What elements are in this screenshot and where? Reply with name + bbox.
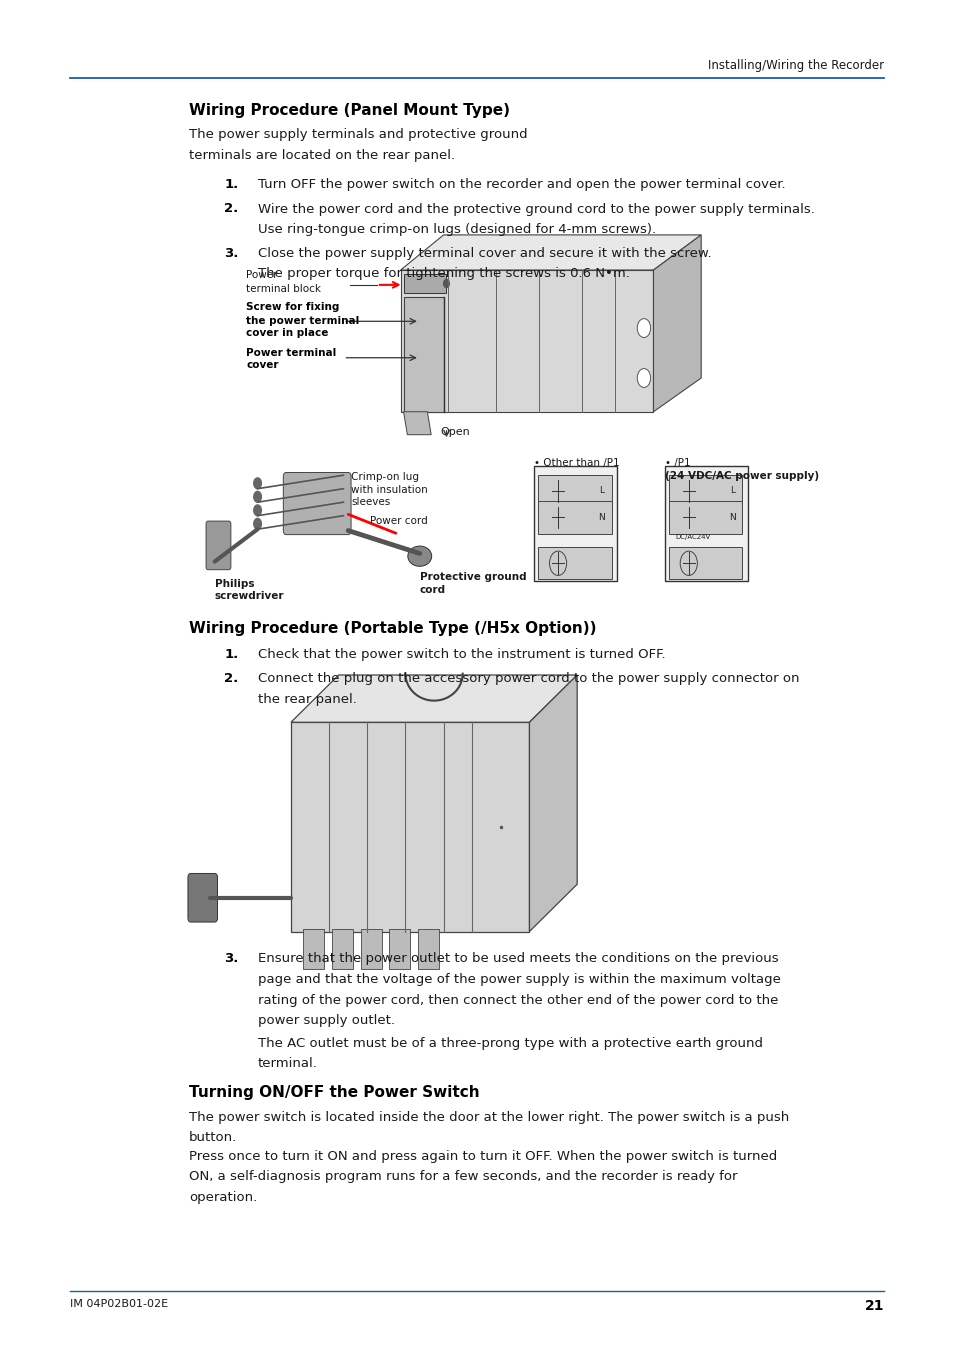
Bar [403,274,446,293]
Text: Wiring Procedure (Portable Type (/H5x Option)): Wiring Procedure (Portable Type (/H5x Op… [189,621,596,636]
Text: Protective ground: Protective ground [419,572,526,582]
Text: The power supply terminals and protective ground: The power supply terminals and protectiv… [189,128,527,142]
FancyBboxPatch shape [206,521,231,570]
Text: terminal block: terminal block [246,284,321,293]
FancyBboxPatch shape [188,873,217,922]
Polygon shape [400,235,700,270]
Text: DC/AC24V: DC/AC24V [674,533,709,540]
Text: screwdriver: screwdriver [214,591,284,601]
Text: 1.: 1. [224,178,238,192]
Polygon shape [291,722,529,931]
Text: cord: cord [419,585,445,594]
Text: 21: 21 [864,1299,883,1312]
Text: Crimp-on lug: Crimp-on lug [351,472,418,482]
FancyBboxPatch shape [537,501,611,533]
FancyBboxPatch shape [668,475,741,508]
Bar [389,929,410,969]
Polygon shape [529,675,577,932]
Text: Check that the power switch to the instrument is turned OFF.: Check that the power switch to the instr… [257,648,664,662]
FancyBboxPatch shape [283,472,351,535]
Text: Connect the plug on the accessory power cord to the power supply connector on: Connect the plug on the accessory power … [257,672,799,686]
Text: The power switch is located inside the door at the lower right. The power switch: The power switch is located inside the d… [189,1111,788,1125]
Text: cover in place: cover in place [246,328,328,338]
Text: L: L [729,486,735,495]
Circle shape [443,279,449,288]
Text: The AC outlet must be of a three-prong type with a protective earth ground: The AC outlet must be of a three-prong t… [257,1037,761,1050]
Text: operation.: operation. [189,1191,257,1204]
Text: 3.: 3. [224,247,238,261]
Bar [664,466,747,580]
Text: the power terminal: the power terminal [246,316,359,325]
Text: power supply outlet.: power supply outlet. [257,1014,395,1027]
Text: Wiring Procedure (Panel Mount Type): Wiring Procedure (Panel Mount Type) [189,103,509,117]
Text: 2.: 2. [224,672,238,686]
FancyBboxPatch shape [668,547,741,579]
Bar [360,929,381,969]
Text: rating of the power cord, then connect the other end of the power cord to the: rating of the power cord, then connect t… [257,994,777,1007]
FancyBboxPatch shape [537,547,611,579]
Polygon shape [403,412,431,435]
Text: Philips: Philips [214,579,253,589]
Polygon shape [291,675,577,722]
Text: Wire the power cord and the protective ground cord to the power supply terminals: Wire the power cord and the protective g… [257,202,814,216]
Bar [332,929,353,969]
Bar [303,929,324,969]
Text: button.: button. [189,1131,237,1145]
Text: terminal.: terminal. [257,1057,317,1071]
Text: (24 VDC/AC power supply): (24 VDC/AC power supply) [664,471,819,481]
Text: Use ring-tongue crimp-on lugs (designed for 4-mm screws).: Use ring-tongue crimp-on lugs (designed … [257,223,655,236]
Text: Turning ON/OFF the Power Switch: Turning ON/OFF the Power Switch [189,1085,479,1100]
Text: sleeves: sleeves [351,497,390,506]
Polygon shape [653,235,700,412]
Circle shape [549,551,566,575]
Ellipse shape [407,547,431,567]
Polygon shape [403,297,443,412]
Text: Installing/Wiring the Recorder: Installing/Wiring the Recorder [707,59,883,72]
Circle shape [637,319,650,338]
Text: N: N [728,513,736,522]
Text: Power terminal: Power terminal [246,348,336,358]
Text: The proper torque for tightening the screws is 0.6 N•m.: The proper torque for tightening the scr… [257,267,629,281]
Circle shape [637,369,650,387]
Text: with insulation: with insulation [351,485,427,494]
Text: ON, a self-diagnosis program runs for a few seconds, and the recorder is ready f: ON, a self-diagnosis program runs for a … [189,1170,737,1184]
Circle shape [253,518,261,529]
Text: Ensure that the power outlet to be used meets the conditions on the previous: Ensure that the power outlet to be used … [257,952,778,965]
Text: Press once to turn it ON and press again to turn it OFF. When the power switch i: Press once to turn it ON and press again… [189,1150,777,1164]
Text: Open: Open [440,427,470,436]
Text: cover: cover [246,360,278,370]
Text: the rear panel.: the rear panel. [257,693,356,706]
Text: 2.: 2. [224,202,238,216]
Text: Power: Power [246,270,277,279]
Text: page and that the voltage of the power supply is within the maximum voltage: page and that the voltage of the power s… [257,973,780,987]
FancyBboxPatch shape [537,475,611,508]
Text: Power cord: Power cord [370,516,428,525]
Text: Screw for fixing: Screw for fixing [246,302,339,312]
Text: • /P1: • /P1 [664,458,690,467]
Text: IM 04P02B01-02E: IM 04P02B01-02E [70,1299,168,1308]
FancyBboxPatch shape [668,501,741,533]
Text: 1.: 1. [224,648,238,662]
Text: • Other than /P1: • Other than /P1 [534,458,619,467]
Circle shape [253,505,261,516]
Polygon shape [400,270,653,412]
Bar [534,466,617,580]
Circle shape [679,551,697,575]
Text: 3.: 3. [224,952,238,965]
Text: terminals are located on the rear panel.: terminals are located on the rear panel. [189,148,455,162]
Text: Close the power supply terminal cover and secure it with the screw.: Close the power supply terminal cover an… [257,247,710,261]
Circle shape [253,491,261,502]
Text: Turn OFF the power switch on the recorder and open the power terminal cover.: Turn OFF the power switch on the recorde… [257,178,784,192]
Bar [417,929,438,969]
Circle shape [253,478,261,489]
Text: L: L [598,486,604,495]
Text: N: N [598,513,605,522]
